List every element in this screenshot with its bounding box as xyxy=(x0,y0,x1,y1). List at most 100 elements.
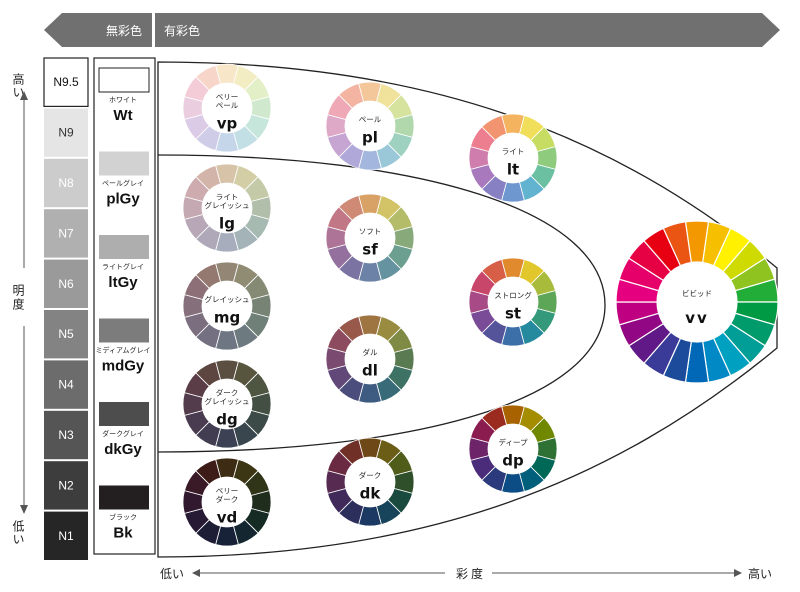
neutral-swatch: N3 xyxy=(44,410,88,460)
tone-abbr: dl xyxy=(362,361,378,379)
tone-abbr: dp xyxy=(502,451,524,469)
neutral-swatch-fill xyxy=(44,158,88,208)
neutral-name-jp: ホワイト xyxy=(109,96,137,104)
wheel-center xyxy=(345,334,395,384)
neutral-name-abbr: Wt xyxy=(113,107,132,124)
wheel-center xyxy=(345,213,395,263)
neutral-name-item: ミディアムグレイ mdGy xyxy=(95,318,151,375)
wheel-center xyxy=(488,133,538,183)
wheel-center xyxy=(202,83,252,133)
tone-name-jp: ダーク xyxy=(359,470,382,480)
neutral-name-swatch xyxy=(99,151,149,176)
tone-name-jp: グレイッシュ xyxy=(205,200,250,210)
tone-name-jp: ベリー xyxy=(216,93,239,102)
tone-abbr: vd xyxy=(217,509,238,527)
wheel-center xyxy=(202,281,252,331)
neutral-name-swatch xyxy=(99,485,149,510)
neutral-name-jp: ペールグレイ xyxy=(102,179,144,188)
tone-name-jp: ダーク xyxy=(216,494,239,504)
tone-name-jp: ソフト xyxy=(359,227,382,236)
neutral-code-label: N4 xyxy=(58,378,74,392)
saturation-high-label: 高い xyxy=(748,566,772,581)
tone-name-jp: ペール xyxy=(216,101,239,110)
tone-name-jp: グレイッシュ xyxy=(205,396,250,406)
tone-wheel-mg: グレイッシュ mg xyxy=(182,261,272,351)
tone-name-jp: グレイッシュ xyxy=(205,294,250,304)
neutral-code-label: N5 xyxy=(58,327,74,341)
neutral-code-label: N2 xyxy=(58,478,74,492)
neutral-name-abbr: mdGy xyxy=(102,358,145,375)
saturation-low-label: 低い xyxy=(160,567,184,581)
arrow-right-icon xyxy=(734,569,742,577)
neutral-name-swatch xyxy=(98,67,150,93)
neutral-swatch: N2 xyxy=(44,461,88,510)
tone-abbr: lg xyxy=(219,215,235,233)
wheel-center xyxy=(345,101,395,151)
saturation-title: 彩度 xyxy=(456,566,486,581)
header-banner: 無彩色 有彩色 xyxy=(44,13,780,47)
neutral-swatch-fill xyxy=(44,461,88,510)
tone-name-jp: ビビッド xyxy=(682,289,712,298)
neutral-swatch: N7 xyxy=(44,209,88,258)
neutral-name-abbr: dkGy xyxy=(104,441,142,458)
chromatic-label: 有彩色 xyxy=(164,24,200,38)
neutral-swatch: N1 xyxy=(44,511,88,560)
tone-name-jp: ディープ xyxy=(498,437,528,447)
arrow-down-icon xyxy=(20,505,28,514)
neutral-name-item: ペールグレイ plGy xyxy=(99,151,149,208)
neutral-swatch: N5 xyxy=(44,310,88,359)
neutral-swatch: N9.5 xyxy=(43,57,89,108)
tone-abbr: vp xyxy=(217,115,238,133)
neutral-swatch: N9 xyxy=(44,108,88,157)
tone-wheel-vv: ビビッド vv xyxy=(615,220,779,384)
achromatic-banner xyxy=(44,13,152,47)
neutral-swatch-fill xyxy=(44,108,88,157)
wheel-center xyxy=(657,262,737,342)
wheel-center xyxy=(488,424,538,474)
tone-name-jp: ペール xyxy=(359,115,382,124)
tone-name-jp: ダル xyxy=(363,347,378,357)
neutral-name-item: ライトグレイ ltGy xyxy=(99,235,149,291)
tone-wheel-sf: ソフト sf xyxy=(325,193,415,283)
wheel-center xyxy=(202,477,252,527)
neutral-code-label: N9.5 xyxy=(53,75,79,89)
neutral-name-abbr: plGy xyxy=(106,191,140,208)
tone-wheel-dp: ディープ dp xyxy=(468,404,558,494)
neutral-code-label: N1 xyxy=(58,529,74,543)
lightness-high-label: 高い xyxy=(11,72,25,99)
neutral-swatch-fill xyxy=(44,259,88,308)
tone-name-jp: ライト xyxy=(216,193,239,202)
tone-abbr: dk xyxy=(360,484,382,502)
neutral-name-abbr: Bk xyxy=(113,525,133,542)
tone-abbr: mg xyxy=(214,308,240,326)
neutral-code-label: N3 xyxy=(58,428,74,442)
tone-name-jp: ストロング xyxy=(494,290,532,300)
neutral-name-jp: ダークグレイ xyxy=(102,429,144,438)
inner-tone-region xyxy=(157,154,606,453)
outer-tone-region xyxy=(157,61,778,558)
neutral-name-abbr: ltGy xyxy=(108,274,138,291)
tone-name-jp: ライト xyxy=(502,147,525,156)
neutral-name-item: ダークグレイ dkGy xyxy=(99,402,149,458)
tone-wheel-dl: ダル dl xyxy=(325,314,415,404)
neutral-code-label: N6 xyxy=(58,277,74,291)
neutral-name-item: ブラック Bk xyxy=(99,485,149,542)
tone-abbr: st xyxy=(505,304,521,322)
achromatic-label: 無彩色 xyxy=(106,23,142,38)
arrow-up-icon xyxy=(20,91,28,100)
wheel-center xyxy=(202,183,252,233)
tone-name-jp: ベリー xyxy=(216,487,239,496)
neutral-code-label: N8 xyxy=(58,176,74,190)
tone-abbr: vv xyxy=(685,309,709,327)
tone-name-jp: ダーク xyxy=(216,388,239,398)
lightness-low-label: 低い xyxy=(11,520,25,546)
neutral-swatch-fill xyxy=(44,410,88,460)
neutral-swatch-fill xyxy=(43,57,89,108)
tone-abbr: lt xyxy=(507,160,519,178)
saturation-axis: 低い 彩度 高い xyxy=(160,566,772,581)
